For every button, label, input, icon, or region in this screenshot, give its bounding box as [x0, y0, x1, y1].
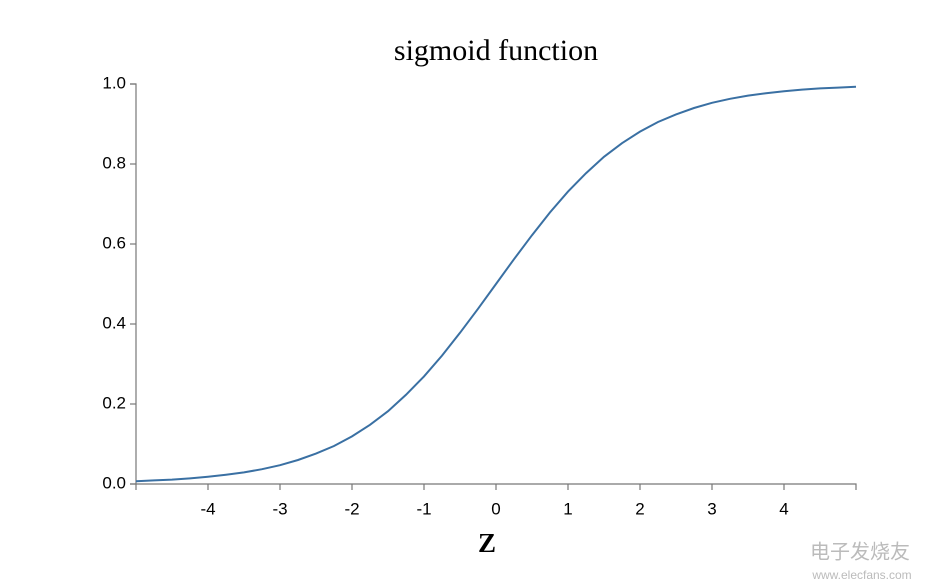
x-tick-label: -3: [272, 499, 287, 518]
y-axis: [130, 83, 137, 485]
y-tick-label: 0.4: [102, 313, 126, 332]
y-tick-label: 0.2: [102, 393, 126, 412]
x-tick-label: 4: [779, 499, 788, 518]
line: [135, 85, 857, 483]
x-tick-label: 0: [491, 499, 500, 518]
x-tick-label: 2: [635, 499, 644, 518]
x-tick-label: 3: [707, 499, 716, 518]
x-axis-label: Z: [478, 528, 496, 558]
chart-title: sigmoid function: [394, 34, 598, 67]
x-tick-label: -2: [344, 499, 359, 518]
watermark-url: www.elecfans.com: [811, 568, 911, 582]
y-tick-label: 0.6: [102, 233, 126, 252]
x-tick-label: -1: [416, 499, 431, 518]
y-tick-label: 0.8: [102, 153, 126, 172]
y-tick-label: 1.0: [102, 73, 126, 92]
watermark-brand: 电子发烧友: [810, 540, 910, 563]
x-tick-label: -4: [200, 499, 215, 518]
y-tick-label: 0.0: [102, 473, 126, 492]
x-tick-label: 1: [563, 499, 572, 518]
